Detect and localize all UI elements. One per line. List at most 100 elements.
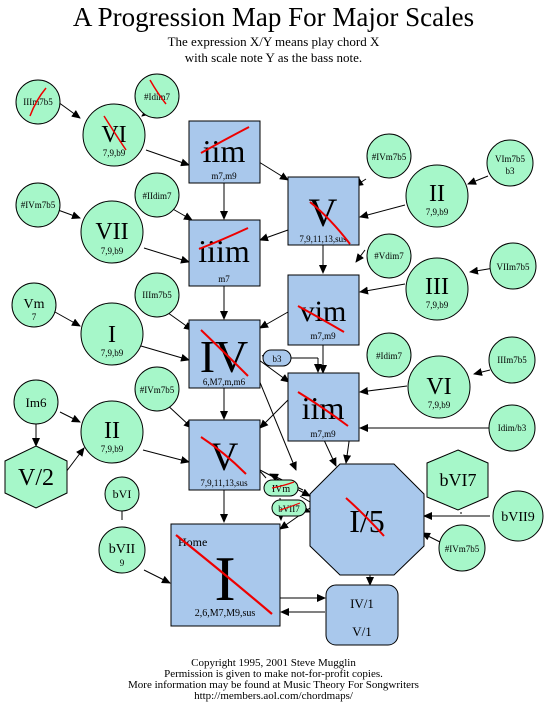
circle-iii-secondary: III 7,9,b9 — [405, 257, 469, 321]
circle-vdim7: #Vdim7 — [366, 233, 412, 279]
svg-text:7,9,b9: 7,9,b9 — [426, 207, 449, 217]
box-iv-main: IV — [200, 331, 249, 382]
circle-vim7b5: VIm7b5 b3 — [486, 139, 534, 187]
box-v-lower: V 7,9,11,13,sus — [188, 419, 261, 491]
circle-idim7-b: #Idim7 — [366, 332, 412, 378]
box-ii-lower: iim m7,m9 — [287, 372, 360, 442]
svg-text:b3: b3 — [506, 166, 516, 176]
box-iii-sub: m7 — [218, 274, 230, 284]
circle-ivm7b5-b: #IVm7b5 — [15, 182, 61, 228]
pill-bvii7: bVII7 — [271, 499, 307, 517]
svg-text:IVm: IVm — [272, 484, 291, 495]
circle-bvi: bVI — [104, 476, 140, 512]
circle-ivm7b5-d: #IVm7b5 — [438, 524, 486, 572]
svg-text:bVII7: bVII7 — [278, 504, 300, 514]
box-ii-sub: m7,m9 — [211, 171, 237, 181]
credit-permission: Permission is given to make not-for-prof… — [164, 668, 383, 680]
svg-text:#Idim7: #Idim7 — [144, 92, 170, 102]
credit-copyright: Copyright 1995, 2001 Steve Mugglin — [191, 657, 356, 669]
circle-i-secondary: I 7,9,b9 — [80, 302, 144, 366]
circle-im6: Im6 — [13, 379, 59, 425]
box-ii-lower-sub: m7,m9 — [310, 429, 336, 439]
box-iv-sub: 6,M7,m,m6 — [203, 377, 246, 387]
pill-b3: b3 — [262, 349, 292, 367]
circle-vm: Vm 7 — [11, 282, 57, 328]
svg-text:7,9,b9: 7,9,b9 — [428, 400, 451, 410]
hexagon-bvi7: bVI7 — [426, 449, 489, 511]
svg-text:VIIm7b5: VIIm7b5 — [497, 262, 530, 272]
circle-vi-secondary: VI 7,9,b9 — [82, 103, 146, 167]
svg-text:9: 9 — [120, 558, 125, 568]
svg-text:#IIdim7: #IIdim7 — [143, 191, 172, 201]
svg-text:b3: b3 — [273, 354, 283, 364]
svg-text:V/2: V/2 — [18, 465, 54, 491]
box-iii: iiim m7 — [188, 219, 261, 287]
circle-viim7b5: VIIm7b5 — [489, 242, 537, 290]
svg-text:bVI7: bVI7 — [440, 470, 477, 490]
pill-ivm: IVm — [263, 479, 299, 497]
box-inversions-line2: V/1 — [352, 624, 372, 639]
circle-bvii: bVII 9 — [98, 526, 146, 574]
svg-text:I: I — [108, 322, 116, 348]
circle-iiim7b5-b: IIIm7b5 — [134, 272, 180, 318]
octagon-i5: I/5 — [309, 463, 425, 576]
box-ii-main: iim — [203, 133, 246, 169]
box-ii: iim m7,m9 — [188, 120, 261, 184]
svg-text:#Vdim7: #Vdim7 — [374, 251, 404, 261]
box-home-sub: 2,6,M7,M9,sus — [195, 608, 256, 619]
svg-text:IIIm7b5: IIIm7b5 — [497, 355, 527, 365]
subtitle-line-2: with scale note Y as the bass note. — [184, 50, 363, 65]
box-home-tag: Home — [178, 535, 207, 549]
circle-idimb3: Idim/b3 — [488, 404, 536, 452]
svg-text:Vm: Vm — [24, 297, 45, 312]
circle-bvii9: bVII9 — [492, 490, 544, 542]
credit-url[interactable]: http://members.aol.com/chordmaps/ — [194, 690, 353, 702]
circle-ii-secondary-2: II 7,9,b9 — [80, 400, 144, 464]
box-vi-sub: m7,m9 — [310, 331, 336, 341]
svg-text:bVII: bVII — [109, 542, 136, 557]
svg-text:7: 7 — [32, 312, 37, 322]
circle-ivm7b5-c: #IVm7b5 — [134, 366, 180, 412]
circle-vii-secondary: VII 7,9,b9 — [80, 200, 144, 264]
circle-iiim7b5-a: IIIm7b5 — [15, 79, 61, 125]
box-vi: vim m7,m9 — [287, 274, 360, 346]
svg-text:bVII9: bVII9 — [501, 510, 534, 525]
svg-text:II: II — [104, 418, 120, 444]
credit-more-info: More information may be found at Music T… — [128, 679, 419, 691]
box-home-main: I — [214, 543, 235, 614]
svg-text:VI: VI — [426, 374, 451, 400]
page-title: A Progression Map For Major Scales — [72, 2, 475, 32]
box-home: Home I 2,6,M7,M9,sus — [170, 523, 281, 627]
box-inversions-line1: IV/1 — [350, 596, 374, 611]
svg-text:VIm7b5: VIm7b5 — [495, 154, 525, 164]
svg-text:VII: VII — [95, 219, 128, 245]
circle-vi-secondary-2: VI 7,9,b9 — [407, 355, 471, 419]
svg-text:7,9,b9: 7,9,b9 — [101, 444, 124, 454]
box-v-lower-sub: 7,9,11,13,sus — [200, 478, 248, 488]
svg-text:#IVm7b5: #IVm7b5 — [21, 200, 56, 210]
box-iv: IV 6,M7,m,m6 — [188, 319, 261, 389]
subtitle-line-1: The expression X/Y means play chord X — [167, 34, 380, 49]
circle-idim7: #Idim7 — [134, 73, 180, 119]
svg-text:II: II — [429, 181, 445, 207]
svg-text:bVI: bVI — [113, 487, 132, 501]
svg-text:#IVm7b5: #IVm7b5 — [445, 544, 480, 554]
svg-text:7,9,b9: 7,9,b9 — [101, 246, 124, 256]
svg-text:7,9,b9: 7,9,b9 — [426, 300, 449, 310]
circle-iidim7: #IIdim7 — [134, 172, 180, 218]
svg-text:#IVm7b5: #IVm7b5 — [140, 385, 175, 395]
svg-text:#Idim7: #Idim7 — [376, 351, 402, 361]
svg-text:I/5: I/5 — [349, 503, 385, 539]
box-v-upper-sub: 7,9,11,13,sus — [299, 234, 347, 244]
hexagon-v2: V/2 — [4, 445, 68, 509]
svg-text:Im6: Im6 — [26, 395, 47, 410]
box-v-upper: V 7,9,11,13,sus — [287, 176, 360, 246]
circle-ii-secondary: II 7,9,b9 — [405, 164, 469, 228]
svg-text:IIIm7b5: IIIm7b5 — [23, 97, 53, 107]
svg-text:IIIm7b5: IIIm7b5 — [142, 290, 172, 300]
circle-iiim7b5-c: IIIm7b5 — [488, 336, 536, 384]
circle-ivm7b5-a: #IVm7b5 — [366, 133, 412, 179]
box-v-lower-main: V — [210, 434, 239, 479]
svg-text:III: III — [425, 274, 449, 300]
